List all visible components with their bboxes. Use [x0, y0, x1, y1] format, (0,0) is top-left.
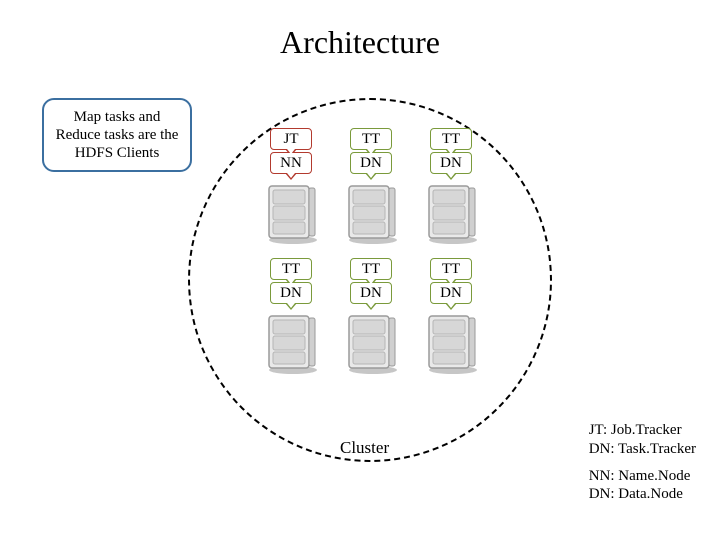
legend-full: Task.Tracker — [618, 441, 696, 457]
cluster-node: .t02a::after{border-top-color:#7a9a3b}TT… — [417, 128, 485, 244]
node-tag-bottom: DN — [270, 282, 312, 304]
cluster-node: .t01a::after{border-top-color:#7a9a3b}TT… — [337, 128, 405, 244]
cluster-node: .t11a::after{border-top-color:#7a9a3b}TT… — [337, 258, 405, 374]
node-tag-bottom: DN — [430, 152, 472, 174]
node-tag-bottom: DN — [350, 152, 392, 174]
legend-abbr: DN — [589, 486, 611, 502]
legend-abbr: JT — [589, 422, 603, 438]
page-title: Architecture — [0, 24, 720, 61]
server-icon — [343, 180, 399, 244]
legend-full: Job.Tracker — [611, 422, 682, 438]
node-tag-bottom: NN — [270, 152, 312, 174]
legend-line: NN: Name.Node — [589, 467, 696, 486]
node-tag-top: .t00a::after{border-top-color:#b23a2e}JT — [270, 128, 312, 150]
callout-box: Map tasks and Reduce tasks are the HDFS … — [42, 98, 192, 172]
server-icon — [423, 180, 479, 244]
legend-full: Name.Node — [618, 468, 690, 484]
server-icon — [423, 310, 479, 374]
node-tag-bottom: DN — [430, 282, 472, 304]
node-tag-top: .t12a::after{border-top-color:#7a9a3b}TT — [430, 258, 472, 280]
legend-abbr: NN — [589, 468, 611, 484]
cluster-node: .t00a::after{border-top-color:#b23a2e}JT… — [257, 128, 325, 244]
legend-line: DN: Task.Tracker — [589, 440, 696, 459]
legend-abbr: DN — [589, 441, 611, 457]
legend-line: JT: Job.Tracker — [589, 421, 696, 440]
legend-group-2: NN: Name.Node DN: Data.Node — [589, 467, 696, 505]
node-tag-bottom: DN — [350, 282, 392, 304]
cluster-label: Cluster — [340, 438, 389, 458]
legend: JT: Job.Tracker DN: Task.Tracker NN: Nam… — [589, 421, 696, 512]
cluster-node: .t10a::after{border-top-color:#7a9a3b}TT… — [257, 258, 325, 374]
node-tag-top: .t02a::after{border-top-color:#7a9a3b}TT — [430, 128, 472, 150]
server-icon — [343, 310, 399, 374]
server-icon — [263, 180, 319, 244]
legend-line: DN: Data.Node — [589, 485, 696, 504]
legend-full: Data.Node — [618, 486, 683, 502]
node-tag-top: .t01a::after{border-top-color:#7a9a3b}TT — [350, 128, 392, 150]
cluster-node: .t12a::after{border-top-color:#7a9a3b}TT… — [417, 258, 485, 374]
server-icon — [263, 310, 319, 374]
legend-group-1: JT: Job.Tracker DN: Task.Tracker — [589, 421, 696, 459]
node-tag-top: .t11a::after{border-top-color:#7a9a3b}TT — [350, 258, 392, 280]
node-tag-top: .t10a::after{border-top-color:#7a9a3b}TT — [270, 258, 312, 280]
